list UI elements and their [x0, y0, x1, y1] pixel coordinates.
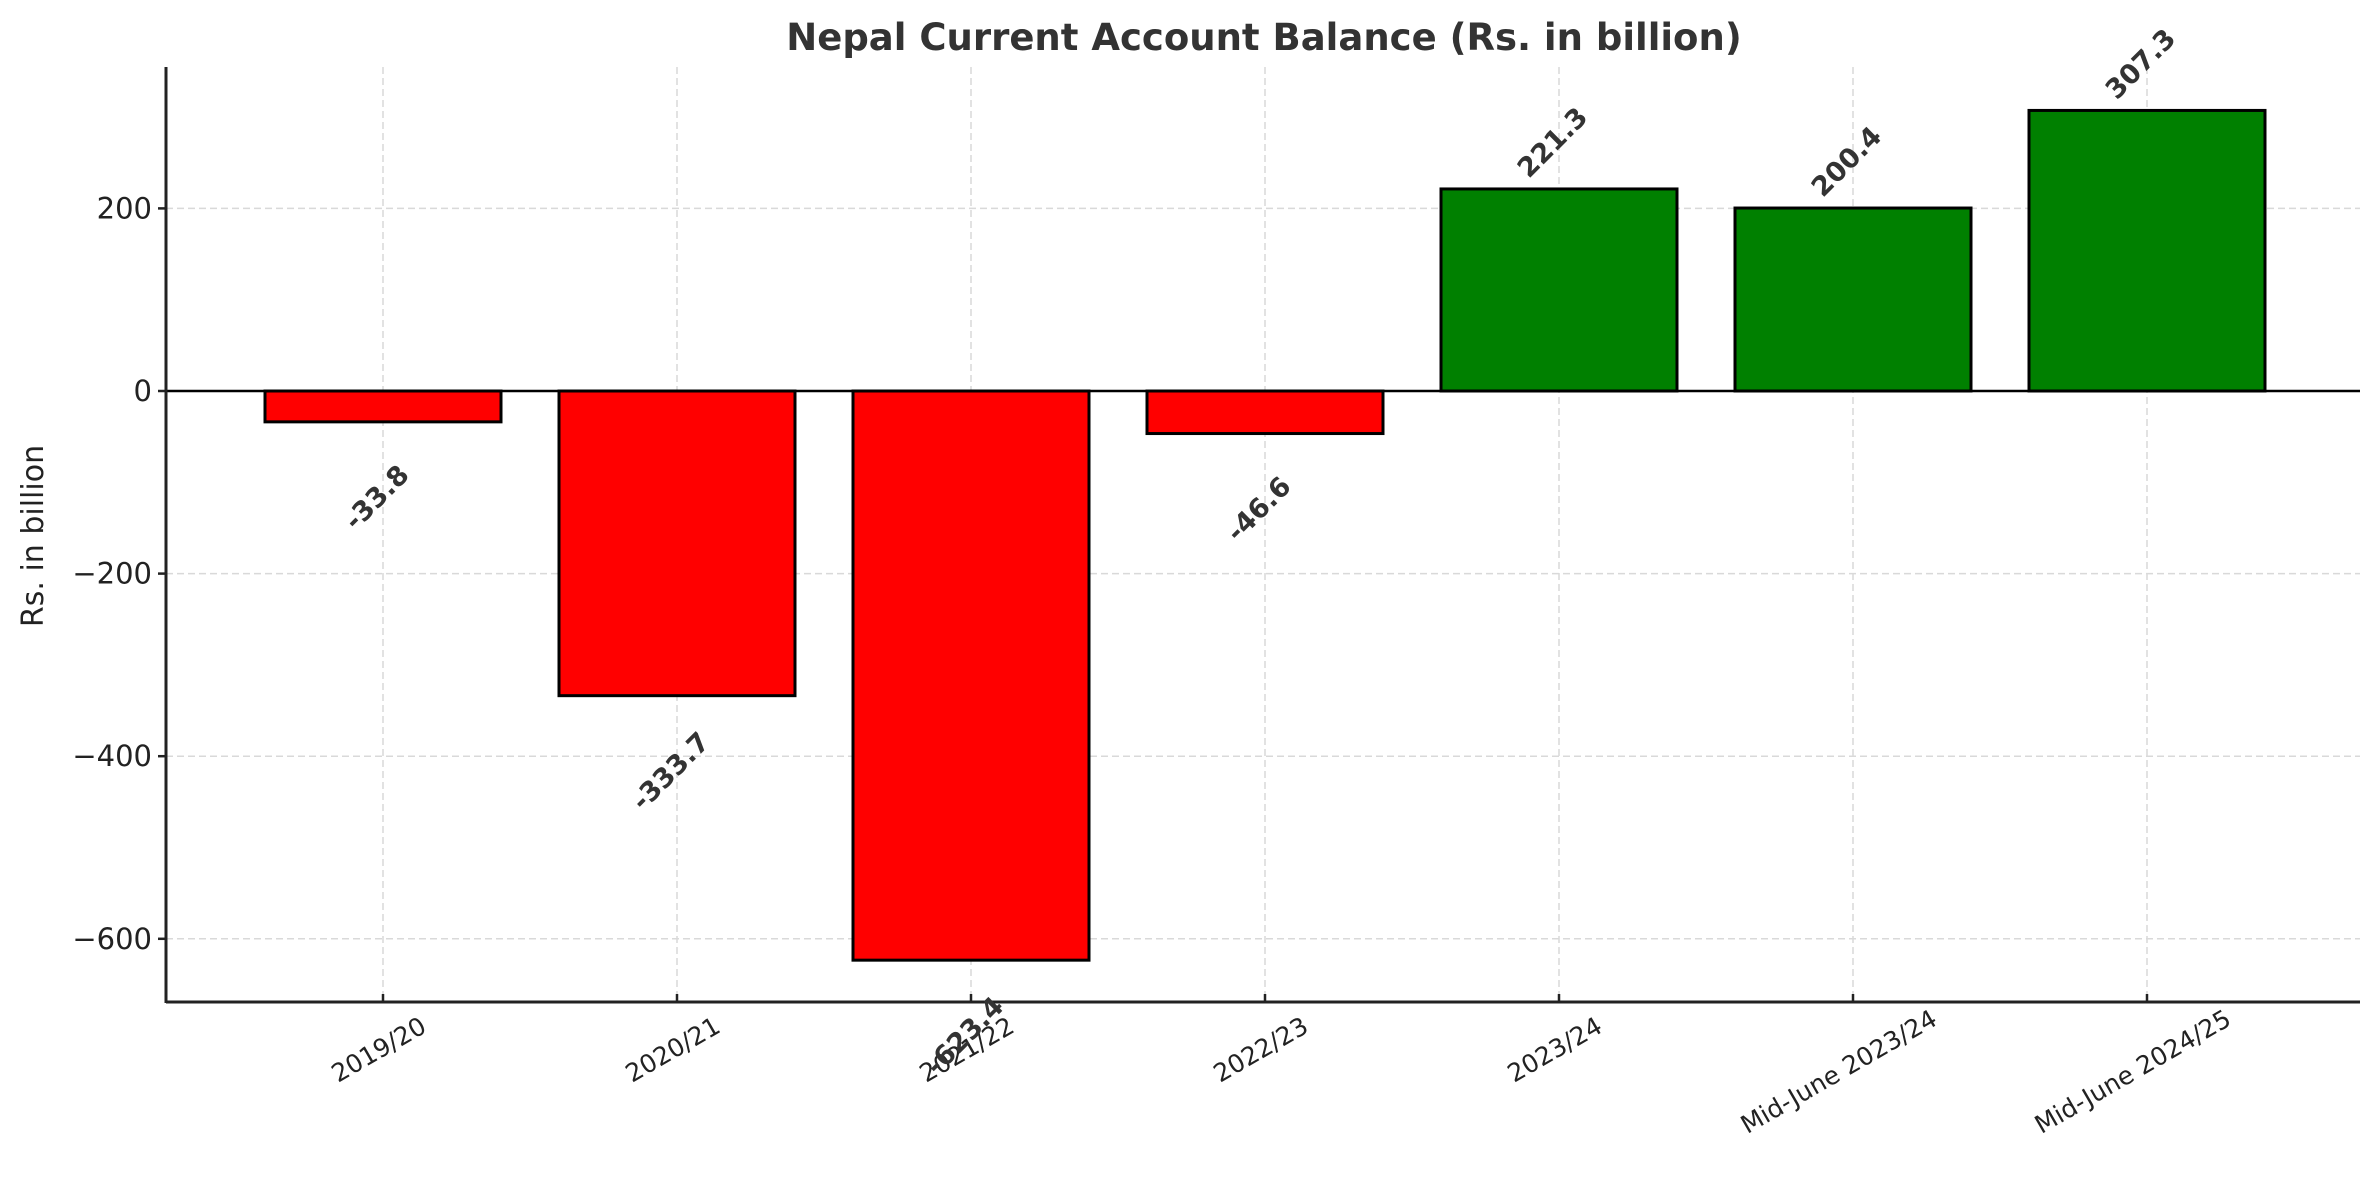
bar-2021-22	[851, 389, 1091, 962]
bar-2019-20	[263, 389, 503, 424]
value-label: -33.8	[339, 459, 416, 536]
y-tick-label: 200	[97, 191, 152, 225]
y-tick-label: −600	[72, 922, 152, 956]
value-label: 307.3	[2100, 23, 2182, 105]
y-axis-ticks: 200 0 −200 −400 −600	[72, 191, 166, 956]
x-tick-label: 2022/23	[1209, 1011, 1313, 1088]
value-label: 200.4	[1806, 121, 1888, 203]
x-axis-ticks: 2019/20 2020/21 2021/22 2022/23 2023/24 Mid-J…	[327, 994, 2236, 1139]
value-label: -46.6	[1221, 471, 1298, 548]
x-tick-label: Mid-June 2024/25	[2030, 1004, 2236, 1140]
bar-mid-june-2024-25	[2027, 108, 2267, 393]
x-tick-label: 2023/24	[1503, 1011, 1607, 1088]
y-tick-label: 0	[134, 374, 152, 408]
bar-2023-24	[1439, 187, 1679, 393]
axes	[164, 67, 2360, 1004]
y-tick-label: −200	[72, 557, 152, 591]
x-tick-label: Mid-June 2023/24	[1736, 1004, 1942, 1140]
bar-2022-23	[1145, 389, 1385, 436]
bars	[263, 108, 2267, 962]
y-tick-label: −400	[72, 739, 152, 773]
y-axis-label: Rs. in billion	[16, 445, 51, 627]
bar-2020-21	[557, 389, 797, 698]
x-tick-label: 2019/20	[327, 1011, 431, 1088]
bar-mid-june-2023-24	[1733, 206, 1973, 393]
x-tick-label: 2020/21	[621, 1011, 725, 1088]
value-label: -333.7	[626, 727, 716, 817]
value-label: 221.3	[1512, 102, 1594, 184]
chart-title: Nepal Current Account Balance (Rs. in bi…	[786, 16, 1741, 59]
